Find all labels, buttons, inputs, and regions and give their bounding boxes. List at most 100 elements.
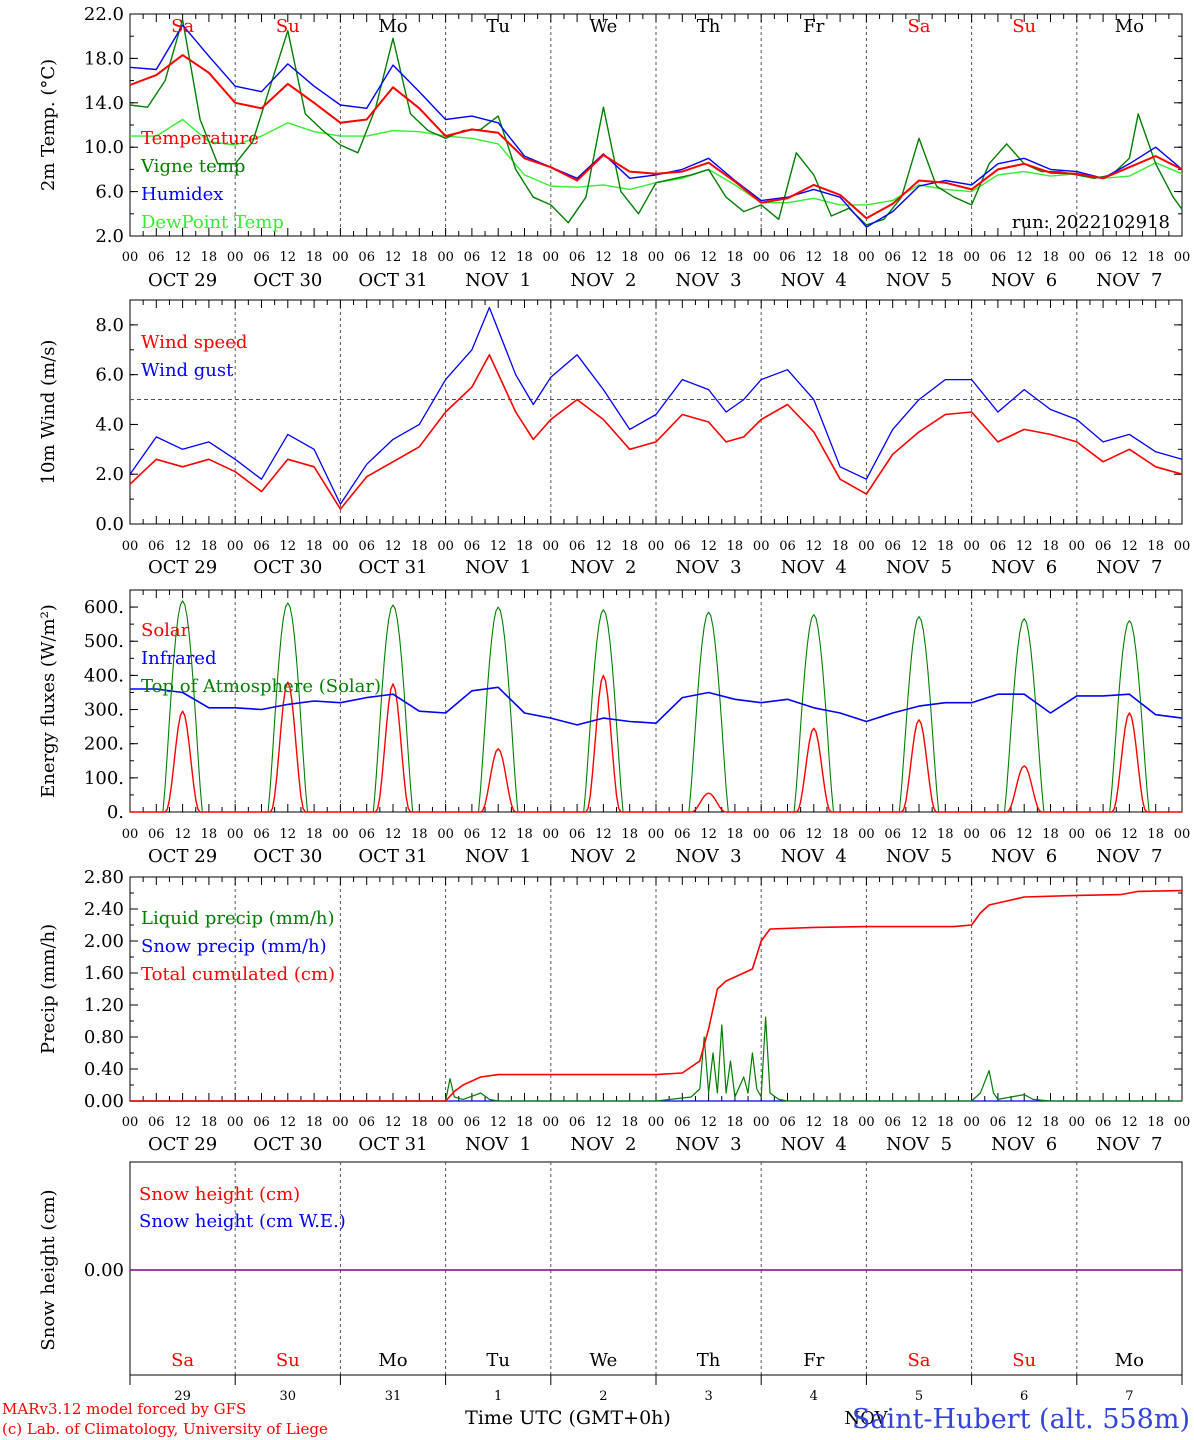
hour-tick-label: 06 bbox=[569, 827, 586, 842]
hour-tick-label: 18 bbox=[937, 250, 954, 265]
hour-tick-label: 12 bbox=[280, 827, 297, 842]
hour-tick-label: 06 bbox=[674, 539, 691, 554]
weekday-label: Fr bbox=[803, 1350, 824, 1371]
weekday-label: Mo bbox=[378, 1350, 407, 1371]
solar-curve bbox=[1076, 712, 1182, 813]
hour-tick-label: 18 bbox=[201, 827, 218, 842]
date-label: NOV 4 bbox=[781, 557, 847, 578]
date-label: NOV 2 bbox=[570, 270, 636, 291]
y-tick-label: 500. bbox=[84, 631, 124, 652]
date-label: OCT 30 bbox=[253, 846, 322, 867]
legend-snow-height-cm-w-e-: Snow height (cm W.E.) bbox=[139, 1211, 346, 1232]
date-label: NOV 3 bbox=[676, 846, 742, 867]
hour-tick-label: 18 bbox=[832, 827, 849, 842]
y-tick-label: 2.0 bbox=[95, 464, 124, 485]
series-line bbox=[130, 889, 1183, 1102]
hour-tick-label: 12 bbox=[595, 539, 612, 554]
hour-tick-label: 00 bbox=[858, 1115, 875, 1130]
hour-tick-label: 18 bbox=[937, 539, 954, 554]
solar-curve bbox=[130, 710, 236, 813]
hour-tick-label: 00 bbox=[1069, 827, 1086, 842]
weekday-label: Mo bbox=[378, 16, 407, 37]
y-tick-label: 2.80 bbox=[84, 867, 124, 888]
y-tick-label: 0.0 bbox=[95, 514, 124, 535]
hour-tick-label: 00 bbox=[122, 539, 139, 554]
hour-tick-label: 12 bbox=[490, 827, 507, 842]
hour-tick-label: 00 bbox=[1174, 827, 1191, 842]
hour-tick-label: 00 bbox=[332, 250, 349, 265]
hour-tick-label: 12 bbox=[174, 250, 191, 265]
hour-tick-label: 00 bbox=[963, 1115, 980, 1130]
legend-temperature: Temperature bbox=[141, 128, 259, 149]
date-label: NOV 4 bbox=[781, 846, 847, 867]
energy-flux-panel: 0. 100. 200. 300. 400. 500. 600. Energy fluxes … bbox=[38, 589, 1191, 867]
hour-tick-label: 18 bbox=[621, 539, 638, 554]
hour-tick-label: 12 bbox=[1016, 1115, 1033, 1130]
date-label: NOV 5 bbox=[886, 846, 952, 867]
hour-tick-label: 18 bbox=[306, 1115, 323, 1130]
y-tick-label: 18.0 bbox=[84, 48, 124, 69]
date-label: NOV 6 bbox=[991, 846, 1057, 867]
solar-curve bbox=[550, 674, 656, 813]
hour-tick-label: 06 bbox=[779, 250, 796, 265]
hour-tick-label: 06 bbox=[1095, 250, 1112, 265]
hour-tick-label: 18 bbox=[516, 250, 533, 265]
hour-tick-label: 18 bbox=[937, 1115, 954, 1130]
hour-tick-label: 18 bbox=[621, 827, 638, 842]
hour-tick-label: 06 bbox=[464, 1115, 481, 1130]
hour-tick-label: 06 bbox=[464, 827, 481, 842]
weekday-label: Tu bbox=[486, 16, 510, 37]
date-label: NOV 6 bbox=[991, 1134, 1057, 1155]
y-tick-label: 200. bbox=[84, 734, 124, 755]
hour-tick-label: 06 bbox=[990, 827, 1007, 842]
day-number-label: 2 bbox=[599, 1389, 607, 1404]
date-label: NOV 6 bbox=[991, 557, 1057, 578]
hour-tick-label: 00 bbox=[437, 539, 454, 554]
hour-tick-label: 06 bbox=[253, 1115, 270, 1130]
hour-tick-label: 18 bbox=[411, 1115, 428, 1130]
toa-curve bbox=[761, 614, 867, 813]
legend-solar: Solar bbox=[141, 620, 190, 641]
hour-tick-label: 12 bbox=[280, 539, 297, 554]
legend-infrared: Infrared bbox=[141, 648, 216, 669]
legend-humidex: Humidex bbox=[141, 184, 223, 205]
legend-liquid-precip-mm-h-: Liquid precip (mm/h) bbox=[141, 908, 335, 929]
toa-curve bbox=[866, 616, 972, 813]
hour-tick-label: 18 bbox=[1042, 250, 1059, 265]
x-axis-label: Time UTC (GMT+0h) bbox=[465, 1407, 671, 1429]
y-tick-label: 0.00 bbox=[84, 1091, 124, 1112]
hour-tick-label: 06 bbox=[990, 1115, 1007, 1130]
series-line bbox=[129, 306, 1183, 505]
series-line bbox=[130, 118, 1183, 206]
hour-tick-label: 18 bbox=[1147, 827, 1164, 842]
hour-tick-label: 00 bbox=[332, 539, 349, 554]
weekday-label: We bbox=[590, 1350, 618, 1371]
weekday-label: Sa bbox=[171, 1350, 194, 1371]
y-tick-label: 600. bbox=[84, 597, 124, 618]
day-number-label: 29 bbox=[174, 1389, 191, 1404]
temperature-panel: 2.0 6.0 10.0 14.0 18.0 22.0 2m Temp. (°C) 00 06 1… bbox=[38, 4, 1190, 291]
weekday-label: Sa bbox=[907, 1350, 930, 1371]
hour-tick-label: 18 bbox=[621, 250, 638, 265]
date-label: NOV 7 bbox=[1096, 1134, 1162, 1155]
solar-curve bbox=[340, 683, 446, 813]
hour-tick-label: 00 bbox=[543, 827, 560, 842]
hour-tick-label: 00 bbox=[227, 539, 244, 554]
footer: Time UTC (GMT+0h) MARv3.12 model forced … bbox=[2, 1400, 1190, 1438]
hour-tick-label: 06 bbox=[779, 1115, 796, 1130]
hour-tick-label: 06 bbox=[1095, 1115, 1112, 1130]
y-tick-label: 1.20 bbox=[84, 995, 124, 1016]
weekday-label: We bbox=[590, 16, 618, 37]
date-label: OCT 30 bbox=[253, 270, 322, 291]
y-tick-label: 14.0 bbox=[84, 93, 124, 114]
snow-panel: 0.00 Snow height (cm) Snow height (cm) Snow… bbox=[38, 1161, 1183, 1429]
hour-tick-label: 00 bbox=[543, 1115, 560, 1130]
date-label: NOV 2 bbox=[570, 557, 636, 578]
y-axis-label: 2m Temp. (°C) bbox=[38, 59, 59, 191]
y-tick-label: 10.0 bbox=[84, 137, 124, 158]
hour-tick-label: 00 bbox=[753, 1115, 770, 1130]
legend-vigne-temp: Vigne temp bbox=[140, 156, 245, 177]
hour-tick-label: 18 bbox=[621, 1115, 638, 1130]
hour-tick-label: 18 bbox=[411, 827, 428, 842]
date-label: NOV 2 bbox=[570, 846, 636, 867]
